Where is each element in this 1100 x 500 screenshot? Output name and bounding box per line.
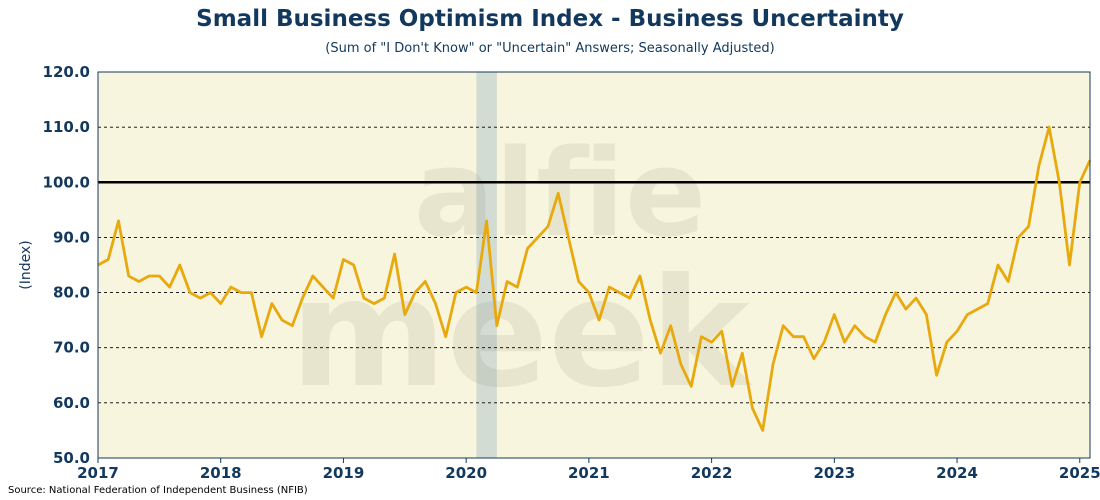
y-tick-label: 110.0 xyxy=(43,118,90,136)
y-axis: 50.0 60.0 70.0 80.0 90.0 100.0 110.0 120.0 xyxy=(43,63,90,467)
recession-band xyxy=(476,72,497,458)
y-tick-label: 80.0 xyxy=(53,284,90,302)
x-tick-label: 2018 xyxy=(200,464,242,482)
plot-frame xyxy=(97,71,1091,459)
x-tick-label: 2021 xyxy=(568,464,610,482)
x-tick-label: 2022 xyxy=(691,464,733,482)
source-note: Source: National Federation of Independe… xyxy=(8,485,308,496)
y-tick-label: 70.0 xyxy=(53,339,90,357)
x-tick-label: 2025 xyxy=(1059,464,1100,482)
y-axis-label: (Index) xyxy=(18,240,34,289)
y-tick-label: 60.0 xyxy=(53,394,90,412)
y-tick-label: 50.0 xyxy=(53,449,90,467)
chart-title: Small Business Optimism Index - Business… xyxy=(196,6,904,32)
series-line xyxy=(97,125,1092,432)
x-tick-label: 2019 xyxy=(323,464,365,482)
x-axis: 2017 2018 2019 2020 2021 2022 2023 2024 2025 xyxy=(77,458,1100,482)
svg-text:alfie: alfie xyxy=(414,125,706,264)
y-tick-label: 90.0 xyxy=(53,228,90,246)
chart-subtitle: (Sum of "I Don't Know" or "Uncertain" An… xyxy=(325,41,775,56)
x-tick-label: 2020 xyxy=(445,464,487,482)
plot-background xyxy=(98,72,1090,458)
x-tick-label: 2023 xyxy=(813,464,855,482)
y-tick-label: 100.0 xyxy=(43,173,90,191)
x-tick-label: 2017 xyxy=(77,464,119,482)
x-tick-label: 2024 xyxy=(936,464,978,482)
y-tick-label: 120.0 xyxy=(43,63,90,81)
